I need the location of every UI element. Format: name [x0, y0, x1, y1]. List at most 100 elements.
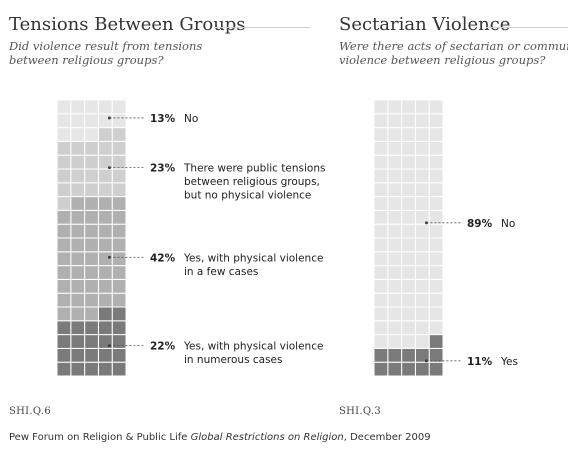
waffle-cell [111, 209, 127, 225]
waffle-cell [373, 209, 389, 225]
waffle-cell [428, 306, 444, 322]
waffle-cell [111, 99, 127, 115]
waffle-cell [373, 99, 389, 115]
waffle-cell [414, 168, 430, 184]
waffle-cell [387, 99, 403, 115]
waffle-cell [428, 278, 444, 294]
waffle-cell [97, 209, 113, 225]
waffle-cell [111, 168, 127, 184]
waffle-cell [401, 99, 416, 115]
waffle-cell [387, 223, 403, 239]
waffle-cell [84, 209, 99, 225]
waffle-cell [84, 127, 99, 142]
waffle-cell [111, 320, 127, 336]
waffle-cell [401, 278, 416, 294]
waffle-cell [84, 140, 99, 156]
waffle-cell [373, 196, 389, 211]
waffle-cell [428, 99, 444, 115]
waffle-cell [70, 209, 86, 225]
waffle-cell [373, 334, 389, 349]
waffle-cell [84, 278, 99, 294]
waffle-cell [428, 361, 444, 377]
waffle-cell [111, 347, 127, 363]
waffle-cell [373, 113, 389, 129]
waffle-cell [414, 292, 430, 308]
waffle-cell [84, 237, 99, 253]
waffle-cell [387, 168, 403, 184]
waffle-chart-sectarian: 11% Yes 89% No [373, 99, 518, 377]
waffle-cell [373, 182, 389, 198]
waffle-cell [414, 99, 430, 115]
waffle-cell [414, 182, 430, 198]
waffle-cell [97, 168, 113, 184]
waffle-cell [84, 113, 99, 129]
waffle-cell [97, 113, 113, 129]
waffle-cell [428, 347, 444, 363]
waffle-cell [97, 196, 113, 211]
chart-title: Sectarian Violence [339, 14, 511, 35]
source-title: Global Restrictions on Religion [190, 432, 344, 443]
waffle-cell [97, 265, 113, 280]
waffle-cell [387, 113, 403, 129]
waffle-cell [84, 251, 99, 267]
waffle-cell [428, 196, 444, 211]
waffle-cell [111, 334, 127, 349]
waffle-cell [414, 320, 430, 336]
waffle-cell [111, 251, 127, 267]
waffle-cell [70, 168, 86, 184]
waffle-cell [111, 196, 127, 211]
waffle-cell [84, 265, 99, 280]
category-label: Yes [500, 356, 518, 368]
waffle-cell [428, 182, 444, 198]
waffle-cell [56, 361, 72, 377]
waffle-cell [111, 237, 127, 253]
waffle-cell [97, 306, 113, 322]
waffle-cell [56, 154, 72, 170]
waffle-cell [111, 154, 127, 170]
waffle-cell [387, 209, 403, 225]
waffle-cell [97, 127, 113, 142]
question-reference: SHI.Q.6 [9, 406, 52, 417]
category-label: No [501, 218, 515, 230]
category-label: between religious groups, [184, 176, 320, 188]
waffle-cell [414, 127, 430, 142]
waffle-cell [387, 292, 403, 308]
waffle-cell [111, 140, 127, 156]
waffle-cell [97, 347, 113, 363]
waffle-cell [70, 113, 86, 129]
waffle-cell [70, 154, 86, 170]
waffle-cell [56, 320, 72, 336]
waffle-cell [97, 140, 113, 156]
waffle-cell [70, 99, 86, 115]
waffle-cell [56, 237, 72, 253]
waffle-cell [97, 237, 113, 253]
chart-subtitle: Were there acts of sectarian or communal… [339, 39, 568, 67]
waffle-cell [401, 168, 416, 184]
data-label-percent: 89% [467, 218, 493, 230]
waffle-cell [414, 334, 430, 349]
waffle-cell [84, 99, 99, 115]
category-label: No [184, 113, 198, 125]
title-rule [486, 27, 568, 28]
waffle-cell [401, 196, 416, 211]
waffle-cell [373, 292, 389, 308]
waffle-cell [428, 154, 444, 170]
waffle-cell [84, 347, 99, 363]
waffle-cell [414, 113, 430, 129]
waffle-cell [387, 140, 403, 156]
waffle-cell [84, 154, 99, 170]
waffle-cell [428, 113, 444, 129]
waffle-cell [373, 347, 389, 363]
waffle-cell [56, 196, 72, 211]
waffle-cell [373, 154, 389, 170]
source-note: Pew Forum on Religion & Public Life Glob… [9, 432, 431, 443]
waffle-cell [373, 306, 389, 322]
waffle-cell [70, 140, 86, 156]
waffle-cell [414, 196, 430, 211]
waffle-cell [387, 196, 403, 211]
waffle-cell [387, 278, 403, 294]
waffle-cell [401, 127, 416, 142]
data-label-percent: 22% [150, 341, 176, 353]
